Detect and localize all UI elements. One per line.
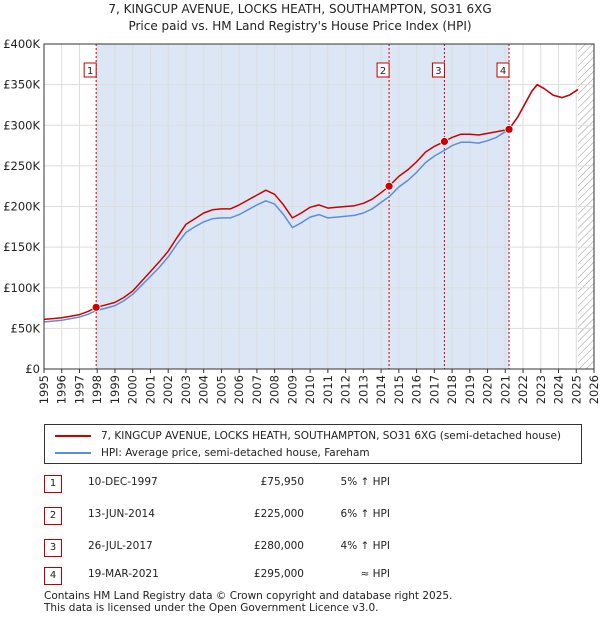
footer-licence: This data is licensed under the Open Gov… [44,602,379,614]
transaction-row: 1 10-DEC-1997 £75,950 5% ↑ HPI [44,474,584,494]
sale-point [440,137,449,146]
sale-badge-box [83,62,97,78]
transaction-price: £75,950 [260,476,304,488]
x-tick-label: 2026 [587,375,600,404]
transaction-row: 4 19-MAR-2021 £295,000 ≈ HPI [44,566,584,586]
x-tick-label: 1997 [72,375,86,404]
x-tick-label: 2014 [374,375,388,404]
legend-hpi-label: HPI: Average price, semi-detached house,… [101,447,370,459]
x-tick-label: 2001 [143,375,157,404]
legend-property-label: 7, KINGCUP AVENUE, LOCKS HEATH, SOUTHAMP… [101,430,562,442]
x-tick-label: 2024 [552,375,566,404]
sale-point [504,124,514,134]
x-tick-label: 2013 [356,375,370,404]
transaction-date: 10-DEC-1997 [88,476,158,488]
x-tick-label: 2018 [445,375,459,404]
transaction-date: 19-MAR-2021 [88,568,159,580]
transaction-date: 26-JUL-2017 [88,540,153,552]
sale-badge-label: 3 [435,66,441,77]
y-tick-label: £0 [25,362,40,376]
x-tick-label: 2009 [285,375,299,404]
footer-copyright: Contains HM Land Registry data © Crown c… [44,590,453,602]
property-series-line [43,83,579,321]
x-tick-label: 2025 [569,375,583,404]
transaction-row: 2 13-JUN-2014 £225,000 6% ↑ HPI [44,506,584,526]
transaction-row: 3 26-JUL-2017 £280,000 4% ↑ HPI [44,538,584,558]
sale-point [91,302,101,312]
hpi-series-line [43,83,579,323]
x-tick-label: 1999 [108,375,122,404]
x-tick-label: 2016 [410,375,424,404]
sale-badge-box [376,62,390,78]
legend-hpi-swatch [55,452,91,454]
x-tick-label: 1995 [37,375,51,404]
chart-title: 7, KINGCUP AVENUE, LOCKS HEATH, SOUTHAMP… [108,2,491,16]
y-tick-label: £350K [3,78,40,92]
x-tick-label: 2006 [232,375,246,404]
transaction-price: £280,000 [253,540,304,552]
x-tick-label: 2007 [250,375,264,404]
sale-badge-box [431,62,445,78]
x-tick-label: 2008 [268,375,282,404]
chart-subtitle: Price paid vs. HM Land Registry's House … [128,19,471,33]
x-tick-label: 1996 [55,375,69,404]
legend-property-swatch [55,435,91,437]
price-chart: 7, KINGCUP AVENUE, LOCKS HEATH, SOUTHAMP… [3,2,600,404]
plot-frame [43,43,595,370]
x-tick-label: 2022 [516,375,530,404]
y-tick-label: £250K [3,159,40,173]
x-tick-label: 2015 [392,375,406,404]
x-tick-label: 2020 [481,375,495,404]
x-tick-label: 2003 [179,375,193,404]
transaction-price: £295,000 [253,568,304,580]
transaction-marker-badge: 4 [44,567,62,585]
footer-notice: Contains HM Land Registry data © Crown c… [44,590,452,614]
x-tick-label: 2010 [303,375,317,404]
sale-point [384,181,394,191]
y-tick-label: £200K [3,200,40,214]
y-tick-label: £150K [3,240,40,254]
chart-legend: 7, KINGCUP AVENUE, LOCKS HEATH, SOUTHAMP… [44,424,582,464]
transaction-hpi-comparison: 6% ↑ HPI [340,508,390,520]
y-tick-label: £300K [3,118,40,132]
transaction-price: £225,000 [253,508,304,520]
x-tick-label: 2002 [161,375,175,404]
x-tick-label: 2011 [321,375,335,404]
x-tick-label: 2021 [498,375,512,404]
transaction-marker-badge: 3 [44,539,62,557]
transaction-hpi-comparison: 4% ↑ HPI [340,540,390,552]
x-tick-label: 2004 [197,375,211,404]
x-tick-label: 2012 [339,375,353,404]
transaction-hpi-comparison: ≈ HPI [360,568,390,580]
x-tick-label: 1998 [90,375,104,404]
x-tick-label: 2005 [214,375,228,404]
x-tick-label: 2017 [427,375,441,404]
y-tick-label: £400K [3,37,40,51]
y-tick-label: £100K [3,281,40,295]
transaction-marker-badge: 2 [44,507,62,525]
y-tick-label: £50K [11,321,41,335]
transaction-date: 13-JUN-2014 [88,508,155,520]
transaction-hpi-comparison: 5% ↑ HPI [340,476,390,488]
sale-badge-label: 4 [500,66,506,77]
sale-badge-box [496,62,510,78]
x-tick-label: 2019 [463,375,477,404]
transaction-marker-badge: 1 [44,475,62,493]
x-tick-label: 2023 [534,375,548,404]
x-tick-label: 2000 [126,375,140,404]
sale-badge-label: 2 [380,66,386,77]
sale-badge-label: 1 [87,66,93,77]
